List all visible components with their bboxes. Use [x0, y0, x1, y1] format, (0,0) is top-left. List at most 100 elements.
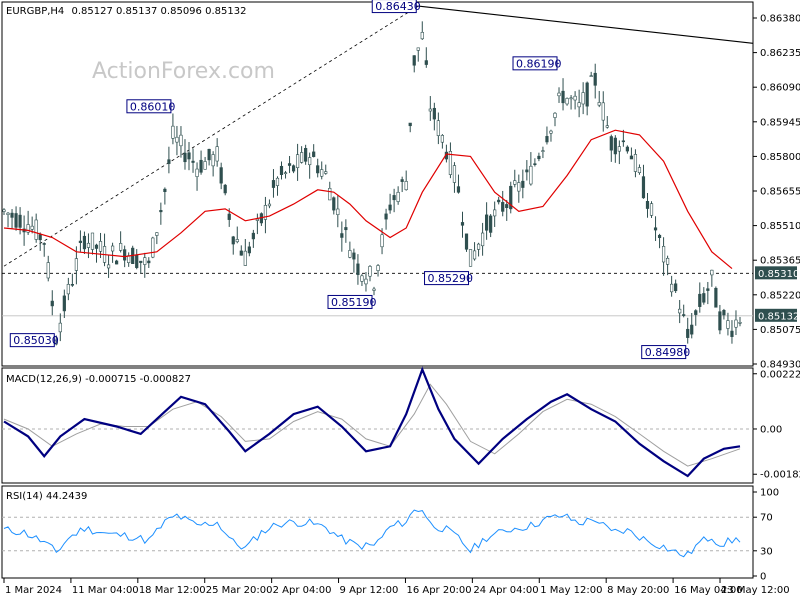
rsi-tick-label: 0 — [760, 572, 766, 583]
candle-body — [710, 269, 714, 276]
macd-tick-label: 0.002229 — [760, 369, 800, 380]
candle-body — [187, 152, 191, 160]
time-tick-label: 25 Mar 20:00 — [206, 585, 273, 596]
candle-body — [115, 260, 119, 265]
candle-body — [223, 184, 227, 194]
candle-body — [159, 210, 163, 213]
macd-axis: 0.002229 0.00 -0.001827 — [753, 369, 800, 481]
candle-body — [70, 284, 74, 286]
price-callout: 0.85190 — [327, 294, 377, 309]
rsi-panel: 100 70 30 0 RSI(14) 44.2439 — [1, 485, 779, 583]
candle-body — [557, 92, 561, 97]
candle-body — [589, 75, 593, 77]
callout-box — [424, 271, 470, 286]
candle-body — [460, 222, 465, 226]
candle-body — [694, 310, 698, 315]
candle-body — [621, 140, 625, 143]
candle-body — [464, 233, 469, 250]
candle-body — [167, 159, 171, 164]
candle-body — [569, 97, 573, 100]
rsi-tick-label: 30 — [760, 546, 773, 557]
callout-box — [126, 99, 172, 114]
candle-body — [501, 202, 505, 212]
macd-tick-label: 0.00 — [760, 424, 782, 435]
candle-body — [581, 92, 585, 105]
candle-body — [74, 258, 78, 271]
candle-body — [718, 311, 722, 331]
candle-body — [666, 258, 670, 265]
candle-body — [183, 152, 187, 163]
candle-body — [637, 167, 642, 173]
candle-body — [58, 322, 62, 333]
candle-body — [625, 146, 629, 152]
candle-body — [340, 233, 344, 238]
candle-body — [14, 213, 18, 228]
candle-body — [597, 102, 601, 106]
candle-body — [123, 249, 127, 261]
candle-body — [730, 330, 734, 337]
time-tick-label: 23 May 12:00 — [721, 585, 790, 596]
candle-body — [549, 130, 553, 134]
candle-body — [175, 136, 179, 143]
rsi-label: RSI(14) 44.2439 — [6, 491, 87, 502]
candle-body — [404, 181, 408, 191]
rsi-tick-label: 100 — [760, 488, 779, 499]
candle-body — [191, 160, 195, 163]
candle-body — [231, 236, 235, 245]
candle-body — [171, 125, 175, 139]
macd-line — [3, 366, 741, 478]
callout-label: 0.86430 — [375, 0, 421, 13]
time-tick-label: 16 Apr 20:00 — [406, 585, 471, 596]
candle-body — [211, 154, 215, 167]
candle-body — [424, 60, 428, 65]
candle-body — [78, 240, 83, 243]
candle-body — [38, 234, 42, 241]
candle-body — [275, 177, 280, 186]
price-tick-label: 0.84930 — [760, 360, 800, 371]
candle-body — [34, 219, 38, 240]
candle-body — [316, 165, 320, 174]
candle-body — [287, 163, 292, 166]
price-guide-lines — [2, 5, 754, 317]
candle-body — [195, 168, 199, 177]
candle-body — [54, 341, 58, 345]
candle-body — [545, 136, 549, 143]
candle-body — [82, 235, 87, 250]
candle-body — [324, 171, 328, 174]
candle-body — [706, 288, 710, 291]
symbol-label: EURGBP,H4 — [6, 6, 64, 17]
candle-body — [179, 134, 183, 147]
candle-body — [674, 283, 678, 292]
macd-signal-line — [3, 383, 741, 467]
price-tick-label: 0.86090 — [760, 83, 800, 94]
candle-body — [388, 204, 392, 211]
candle-body — [283, 172, 288, 174]
price-panel: 0.86380 0.86235 0.86090 0.85945 0.85800 0.856… — [1, 0, 800, 371]
level-price-tag-bg — [755, 266, 797, 280]
candle-body — [247, 246, 251, 254]
candle-body — [605, 125, 609, 128]
candle-body — [251, 232, 255, 240]
candle-body — [420, 31, 424, 40]
price-tick-label: 0.86380 — [760, 14, 800, 25]
candle-body — [46, 262, 50, 279]
candle-body — [448, 151, 453, 175]
time-tick-label: 1 May 12:00 — [540, 585, 602, 596]
macd-tick-label: -0.001827 — [760, 470, 800, 481]
candle-body — [235, 239, 239, 243]
candle-body — [408, 122, 412, 127]
price-tick-label: 0.85220 — [760, 290, 800, 301]
candle-body — [561, 90, 565, 104]
candle-body — [698, 293, 702, 307]
candle-body — [10, 212, 14, 218]
callout-label: 0.84980 — [645, 346, 691, 359]
candles — [2, 21, 742, 346]
candle-body — [312, 151, 316, 157]
time-tick-label: 11 Mar 04:00 — [72, 585, 139, 596]
candle-body — [110, 245, 115, 252]
candle-body — [263, 205, 268, 220]
candle-body — [90, 232, 95, 250]
candle-body — [702, 293, 706, 303]
candle-body — [199, 159, 203, 173]
